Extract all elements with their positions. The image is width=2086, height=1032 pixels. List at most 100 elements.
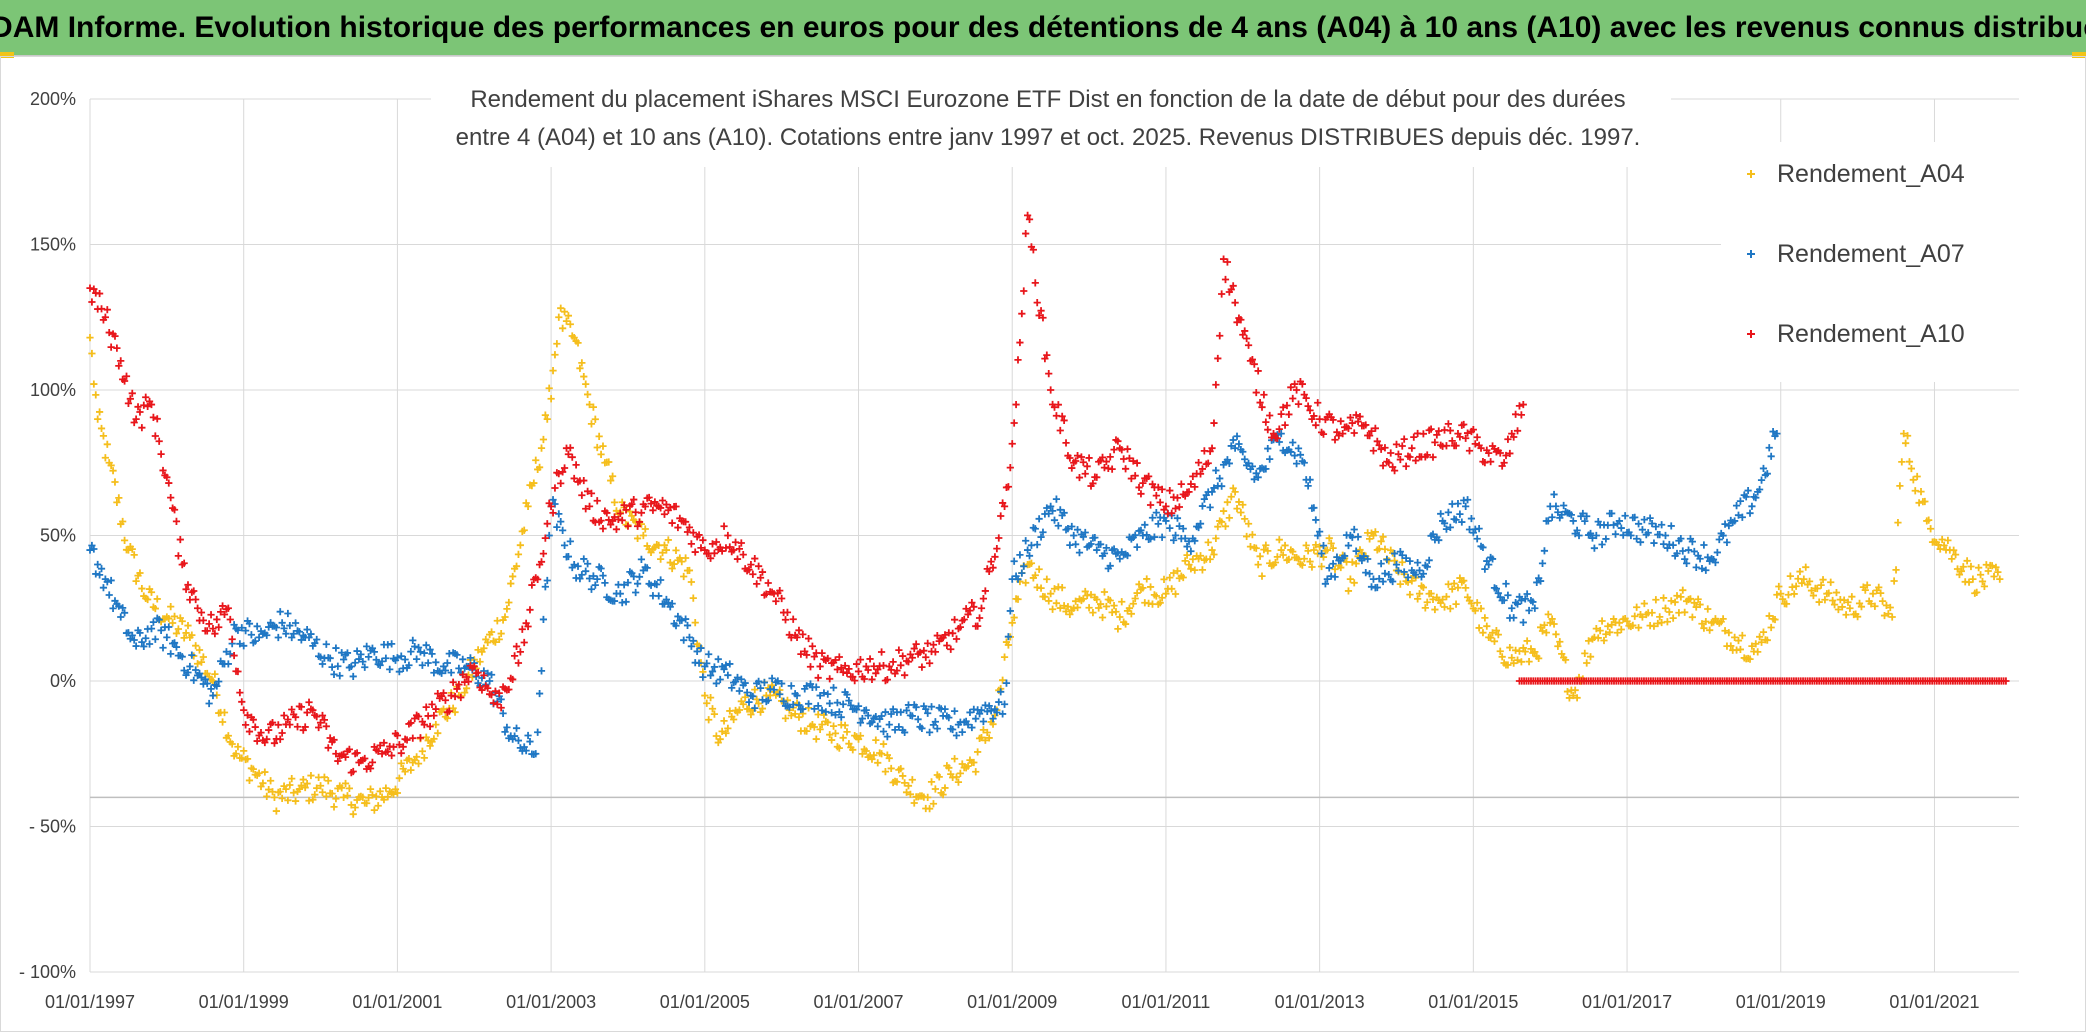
scatter-point xyxy=(1406,453,1414,461)
scatter-point xyxy=(975,710,984,718)
scatter-point xyxy=(975,614,984,622)
scatter-point xyxy=(864,711,872,720)
scatter-point xyxy=(712,679,720,688)
scatter-point xyxy=(484,684,492,692)
scatter-point xyxy=(207,611,215,619)
scatter-point xyxy=(1431,438,1439,446)
scatter-point xyxy=(1083,462,1091,470)
scatter-point xyxy=(1294,400,1303,408)
scatter-point xyxy=(874,759,882,767)
scatter-point xyxy=(1047,502,1055,510)
scatter-point xyxy=(340,793,348,801)
scatter-point xyxy=(632,588,640,597)
scatter-point xyxy=(1077,453,1085,461)
scatter-point xyxy=(1617,524,1625,532)
scatter-point xyxy=(1661,531,1670,540)
scatter-point xyxy=(1746,655,1754,663)
scatter-point xyxy=(987,558,995,566)
scatter-point xyxy=(359,658,367,666)
scatter-point xyxy=(701,546,709,554)
scatter-point xyxy=(270,793,279,801)
scatter-point xyxy=(470,662,478,671)
x-tick-label: 01/01/1999 xyxy=(199,992,289,1012)
scatter-point xyxy=(1383,556,1391,564)
scatter-point xyxy=(560,541,569,549)
scatter-point xyxy=(263,735,271,743)
scatter-point xyxy=(1227,285,1235,294)
scatter-point xyxy=(1314,399,1322,407)
legend-label: Rendement_A04 xyxy=(1777,160,1965,188)
scatter-point xyxy=(136,629,144,637)
scatter-point xyxy=(501,728,509,736)
scatter-point xyxy=(1723,538,1731,546)
scatter-point xyxy=(1563,687,1572,696)
scatter-point xyxy=(1805,577,1814,585)
scatter-point xyxy=(1813,584,1821,593)
scatter-point xyxy=(785,703,793,711)
scatter-point xyxy=(501,613,509,621)
scatter-point xyxy=(1423,598,1431,606)
scatter-point xyxy=(950,755,959,763)
scatter-point xyxy=(597,564,605,573)
scatter-point xyxy=(745,698,753,706)
scatter-point xyxy=(243,755,252,763)
scatter-point xyxy=(658,549,667,557)
scatter-point xyxy=(1241,515,1249,523)
scatter-point xyxy=(578,571,586,579)
scatter-point xyxy=(1848,593,1856,601)
scatter-point xyxy=(1978,577,1987,586)
scatter-point xyxy=(516,648,524,656)
scatter-point xyxy=(190,587,198,595)
scatter-point xyxy=(833,699,841,707)
scatter-point xyxy=(1996,575,2004,583)
scatter-point xyxy=(284,609,292,618)
scatter-point xyxy=(1861,586,1869,594)
scatter-point xyxy=(1421,604,1429,612)
scatter-point xyxy=(397,759,405,767)
scatter-point xyxy=(1442,525,1451,533)
scatter-point xyxy=(413,753,421,761)
scatter-point xyxy=(708,540,717,548)
scatter-point xyxy=(1471,440,1479,448)
scatter-point xyxy=(107,576,115,585)
scatter-point xyxy=(147,625,156,633)
scatter-point xyxy=(1698,564,1706,573)
scatter-point xyxy=(1231,488,1239,496)
scatter-point xyxy=(1050,403,1059,411)
scatter-point xyxy=(363,799,371,807)
scatter-point xyxy=(776,587,784,595)
scatter-point xyxy=(1158,485,1166,493)
title-background xyxy=(431,65,1671,167)
scatter-point xyxy=(1748,502,1756,510)
scatter-point xyxy=(445,707,453,715)
scatter-point xyxy=(1085,454,1093,462)
scatter-point xyxy=(803,727,811,735)
scatter-point xyxy=(1440,519,1449,527)
scatter-point xyxy=(124,629,133,637)
scatter-point xyxy=(1018,310,1026,318)
scatter-point xyxy=(597,450,605,458)
scatter-point xyxy=(1882,601,1891,610)
scatter-point xyxy=(899,772,907,780)
scatter-point xyxy=(261,768,269,776)
scatter-point xyxy=(779,697,788,705)
scatter-point xyxy=(1310,546,1318,554)
scatter-point xyxy=(478,686,486,694)
scatter-point xyxy=(868,718,876,726)
scatter-point xyxy=(205,620,213,628)
scatter-point xyxy=(1158,533,1166,541)
scatter-point xyxy=(182,629,190,637)
scatter-point xyxy=(224,604,232,612)
scatter-point xyxy=(689,594,697,602)
scatter-point xyxy=(672,622,680,630)
scatter-point xyxy=(1863,581,1871,589)
scatter-point xyxy=(1677,535,1685,543)
scatter-point xyxy=(1644,529,1652,537)
scatter-point xyxy=(1314,532,1322,540)
scatter-point xyxy=(1006,607,1014,615)
scatter-point xyxy=(674,523,682,532)
scatter-point xyxy=(157,626,165,634)
scatter-point xyxy=(495,689,503,697)
scatter-point xyxy=(439,662,448,671)
scatter-point xyxy=(1829,596,1837,605)
